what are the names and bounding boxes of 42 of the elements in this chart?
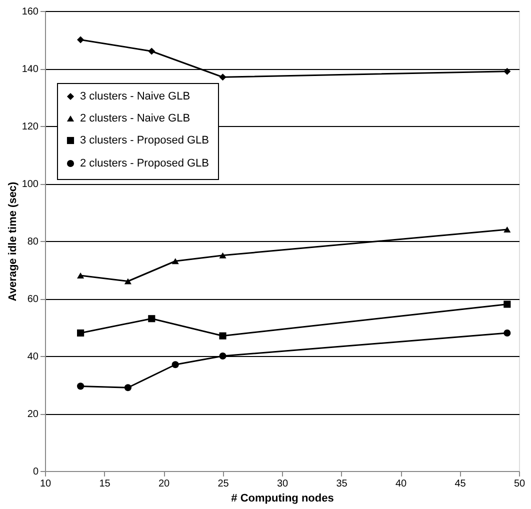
x-axis-title: # Computing nodes [231,492,334,504]
point [504,226,511,233]
point [172,361,179,368]
point [124,278,132,284]
legend-label: 2 clusters - Naive GLB [80,112,190,124]
y-tick-label: 100 [22,179,39,190]
point [219,352,226,360]
x-tick-label: 30 [276,478,288,490]
y-tick-label: 40 [27,352,39,362]
x-tick-label: 45 [454,478,466,490]
x-tick-label: 15 [99,478,111,490]
point [77,36,84,44]
y-tick-label: 0 [32,466,39,478]
y-tick-label: 140 [22,64,39,75]
x-tick-label: 10 [40,478,52,490]
point [77,382,84,390]
point [172,258,179,264]
y-tick-label: 80 [27,236,39,248]
legend-label: 3 clusters - Naive GLB [80,90,190,102]
y-tick-label: 60 [27,294,39,305]
y-axis-title: Average idle time (sec) [6,181,19,302]
point [148,315,156,322]
point [504,68,511,75]
point [219,74,226,81]
y-tick-label: 20 [27,409,39,420]
point [77,329,84,337]
point [219,332,226,340]
point [77,272,84,279]
y-tick-label: 120 [22,122,39,132]
point [124,384,132,392]
x-tick-label: 50 [514,478,526,490]
y-tick-label: 160 [22,6,39,18]
x-tick-label: 20 [158,478,170,490]
x-tick-label: 25 [218,478,230,490]
point [504,300,511,308]
point [148,48,156,55]
legend-label: 2 clusters - Proposed GLB [80,158,210,170]
point [504,329,511,337]
legend-label: 3 clusters - Proposed GLB [80,134,210,146]
x-tick-label: 40 [395,478,407,490]
x-tick-label: 35 [336,478,348,490]
point [219,252,226,258]
